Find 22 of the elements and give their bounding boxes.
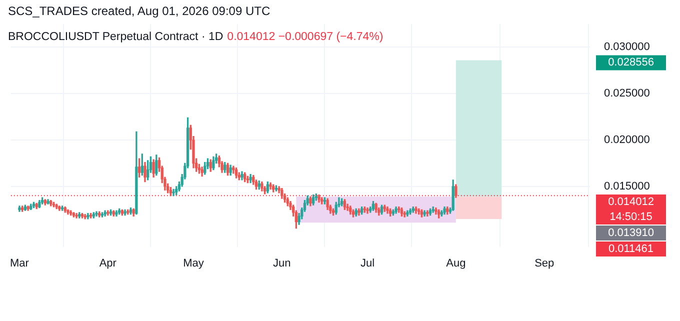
text: BROCCOLIUSDT Perpetual Contract · 1D (8, 31, 224, 43)
y-tick-label: 0.015000 (604, 180, 650, 192)
text: SCS_TRADES created, Aug 01, 2026 09:09 UTC (8, 4, 270, 18)
text: 0.011461 (608, 242, 654, 255)
text: 0.013910 (608, 226, 654, 239)
ref-line-label: 0.014012 (608, 196, 654, 208)
candlestick (75, 213, 78, 218)
x-tick-label: Jul (360, 257, 375, 270)
x-tick-label: May (183, 257, 204, 270)
y-tick-label: 0.020000 (604, 134, 650, 146)
x-tick-label: Apr (99, 257, 117, 270)
x-tick-label: Sep (534, 257, 554, 270)
text: 0.028556 (608, 56, 654, 69)
text: 14:50:15 (610, 210, 652, 223)
x-tick-label: Jun (273, 257, 291, 270)
x-tick-label: Aug (446, 257, 466, 270)
y-tick-label: 0.030000 (604, 41, 650, 54)
y-tick-label: 0.025000 (604, 88, 650, 100)
candlestick (95, 211, 98, 216)
text: 0.014012 −0.000697 (−4.74%) (227, 31, 384, 43)
candlestick (403, 211, 406, 218)
x-tick-label: Mar (10, 257, 30, 270)
